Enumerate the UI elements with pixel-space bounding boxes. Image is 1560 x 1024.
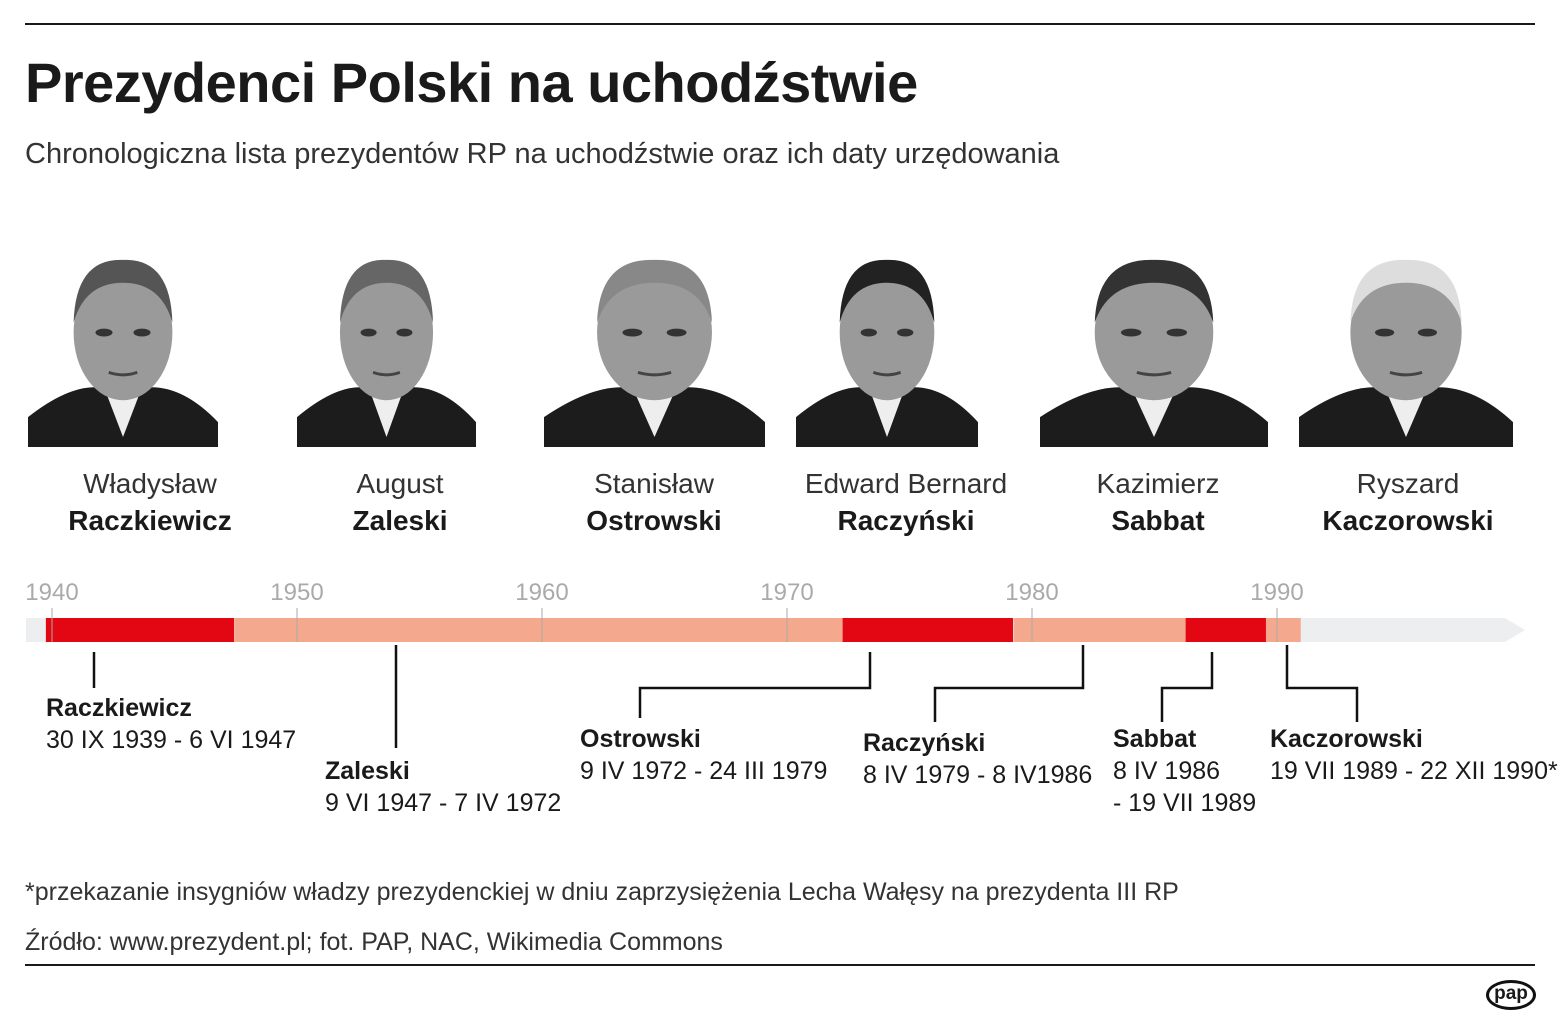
last-name: Sabbat <box>1111 505 1205 536</box>
portrait-photo <box>297 238 476 447</box>
year-label: 1950 <box>270 579 323 606</box>
last-name: Zaleski <box>352 505 448 536</box>
term-name: Raczyński <box>863 729 986 757</box>
term-label: Kaczorowski 19 VII 1989 - 22 XII 1990* <box>1270 723 1558 787</box>
term-bar <box>1185 618 1266 642</box>
term-bar <box>1014 618 1186 642</box>
term-bar <box>45 618 235 642</box>
president-name: August Zaleski <box>270 465 530 539</box>
term-dates: 19 VII 1989 - 22 XII 1990* <box>1270 757 1558 785</box>
year-label: 1990 <box>1250 579 1303 606</box>
term-name: Raczkiewicz <box>46 694 192 722</box>
portrait-photo <box>544 238 765 447</box>
first-name: Stanisław <box>594 468 714 499</box>
source: Źródło: www.prezydent.pl; fot. PAP, NAC,… <box>25 928 723 956</box>
term-bar <box>1265 618 1301 642</box>
last-name: Raczkiewicz <box>68 505 232 536</box>
term-dates: 30 IX 1939 - 6 VI 1947 <box>46 726 297 754</box>
timeline: 1940 1950 1960 1970 1980 1990 <box>25 579 1525 748</box>
leader-line <box>638 652 872 718</box>
term-dates: 9 VI 1947 - 7 IV 1972 <box>325 789 562 817</box>
president-name: Stanisław Ostrowski <box>524 465 784 539</box>
year-label: 1940 <box>25 579 78 606</box>
president-name: Ryszard Kaczorowski <box>1278 465 1538 539</box>
term-bar <box>234 618 843 642</box>
term-dates: 8 IV 1979 - 8 IV1986 <box>863 761 1093 789</box>
first-name: August <box>356 468 444 499</box>
term-label: Ostrowski 9 IV 1972 - 24 III 1979 <box>580 723 827 787</box>
year-label: 1970 <box>760 579 813 606</box>
leader-line <box>1285 645 1359 722</box>
term-name: Sabbat <box>1113 725 1197 753</box>
leader-line <box>1160 652 1214 722</box>
first-name: Ryszard <box>1356 468 1460 499</box>
portrait-photo <box>28 238 218 447</box>
subtitle: Chronologiczna lista prezydentów RP na u… <box>25 138 1060 170</box>
year-label: 1960 <box>515 579 568 606</box>
term-name: Ostrowski <box>580 725 701 753</box>
term-label: Sabbat 8 IV 1986 - 19 VII 1989 <box>1113 723 1256 819</box>
term-dates: 9 IV 1972 - 24 III 1979 <box>580 757 828 785</box>
term-dates-cont: - 19 VII 1989 <box>1113 789 1257 817</box>
first-name: Władysław <box>83 468 217 499</box>
pap-logo: pap <box>1486 980 1536 1010</box>
last-name: Raczyński <box>837 505 975 536</box>
portrait-photo <box>1040 238 1268 447</box>
page-title: Prezydenci Polski na uchodźstwie <box>25 51 918 114</box>
year-label: 1980 <box>1005 579 1058 606</box>
last-name: Kaczorowski <box>1322 505 1494 536</box>
term-label: Zaleski 9 VI 1947 - 7 IV 1972 <box>325 755 561 819</box>
term-bar <box>842 618 1014 642</box>
president-name: Edward Bernard Raczyński <box>776 465 1036 539</box>
first-name: Edward Bernard <box>804 468 1008 499</box>
term-name: Zaleski <box>325 757 410 785</box>
first-name: Kazimierz <box>1096 468 1220 499</box>
portrait-photo <box>796 238 978 447</box>
term-label: Raczyński 8 IV 1979 - 8 IV1986 <box>863 727 1092 791</box>
term-dates: 8 IV 1986 <box>1113 757 1221 785</box>
portrait-photo <box>1299 238 1513 447</box>
top-rule <box>25 23 1535 25</box>
leader-line <box>933 645 1085 722</box>
footnote: *przekazanie insygniów władzy prezydenck… <box>25 878 1179 906</box>
term-label: Raczkiewicz 30 IX 1939 - 6 VI 1947 <box>46 692 296 756</box>
president-name: Władysław Raczkiewicz <box>20 465 280 539</box>
bottom-rule <box>25 964 1535 966</box>
term-name: Kaczorowski <box>1270 725 1423 753</box>
last-name: Ostrowski <box>586 505 722 536</box>
president-name: Kazimierz Sabbat <box>1028 465 1288 539</box>
